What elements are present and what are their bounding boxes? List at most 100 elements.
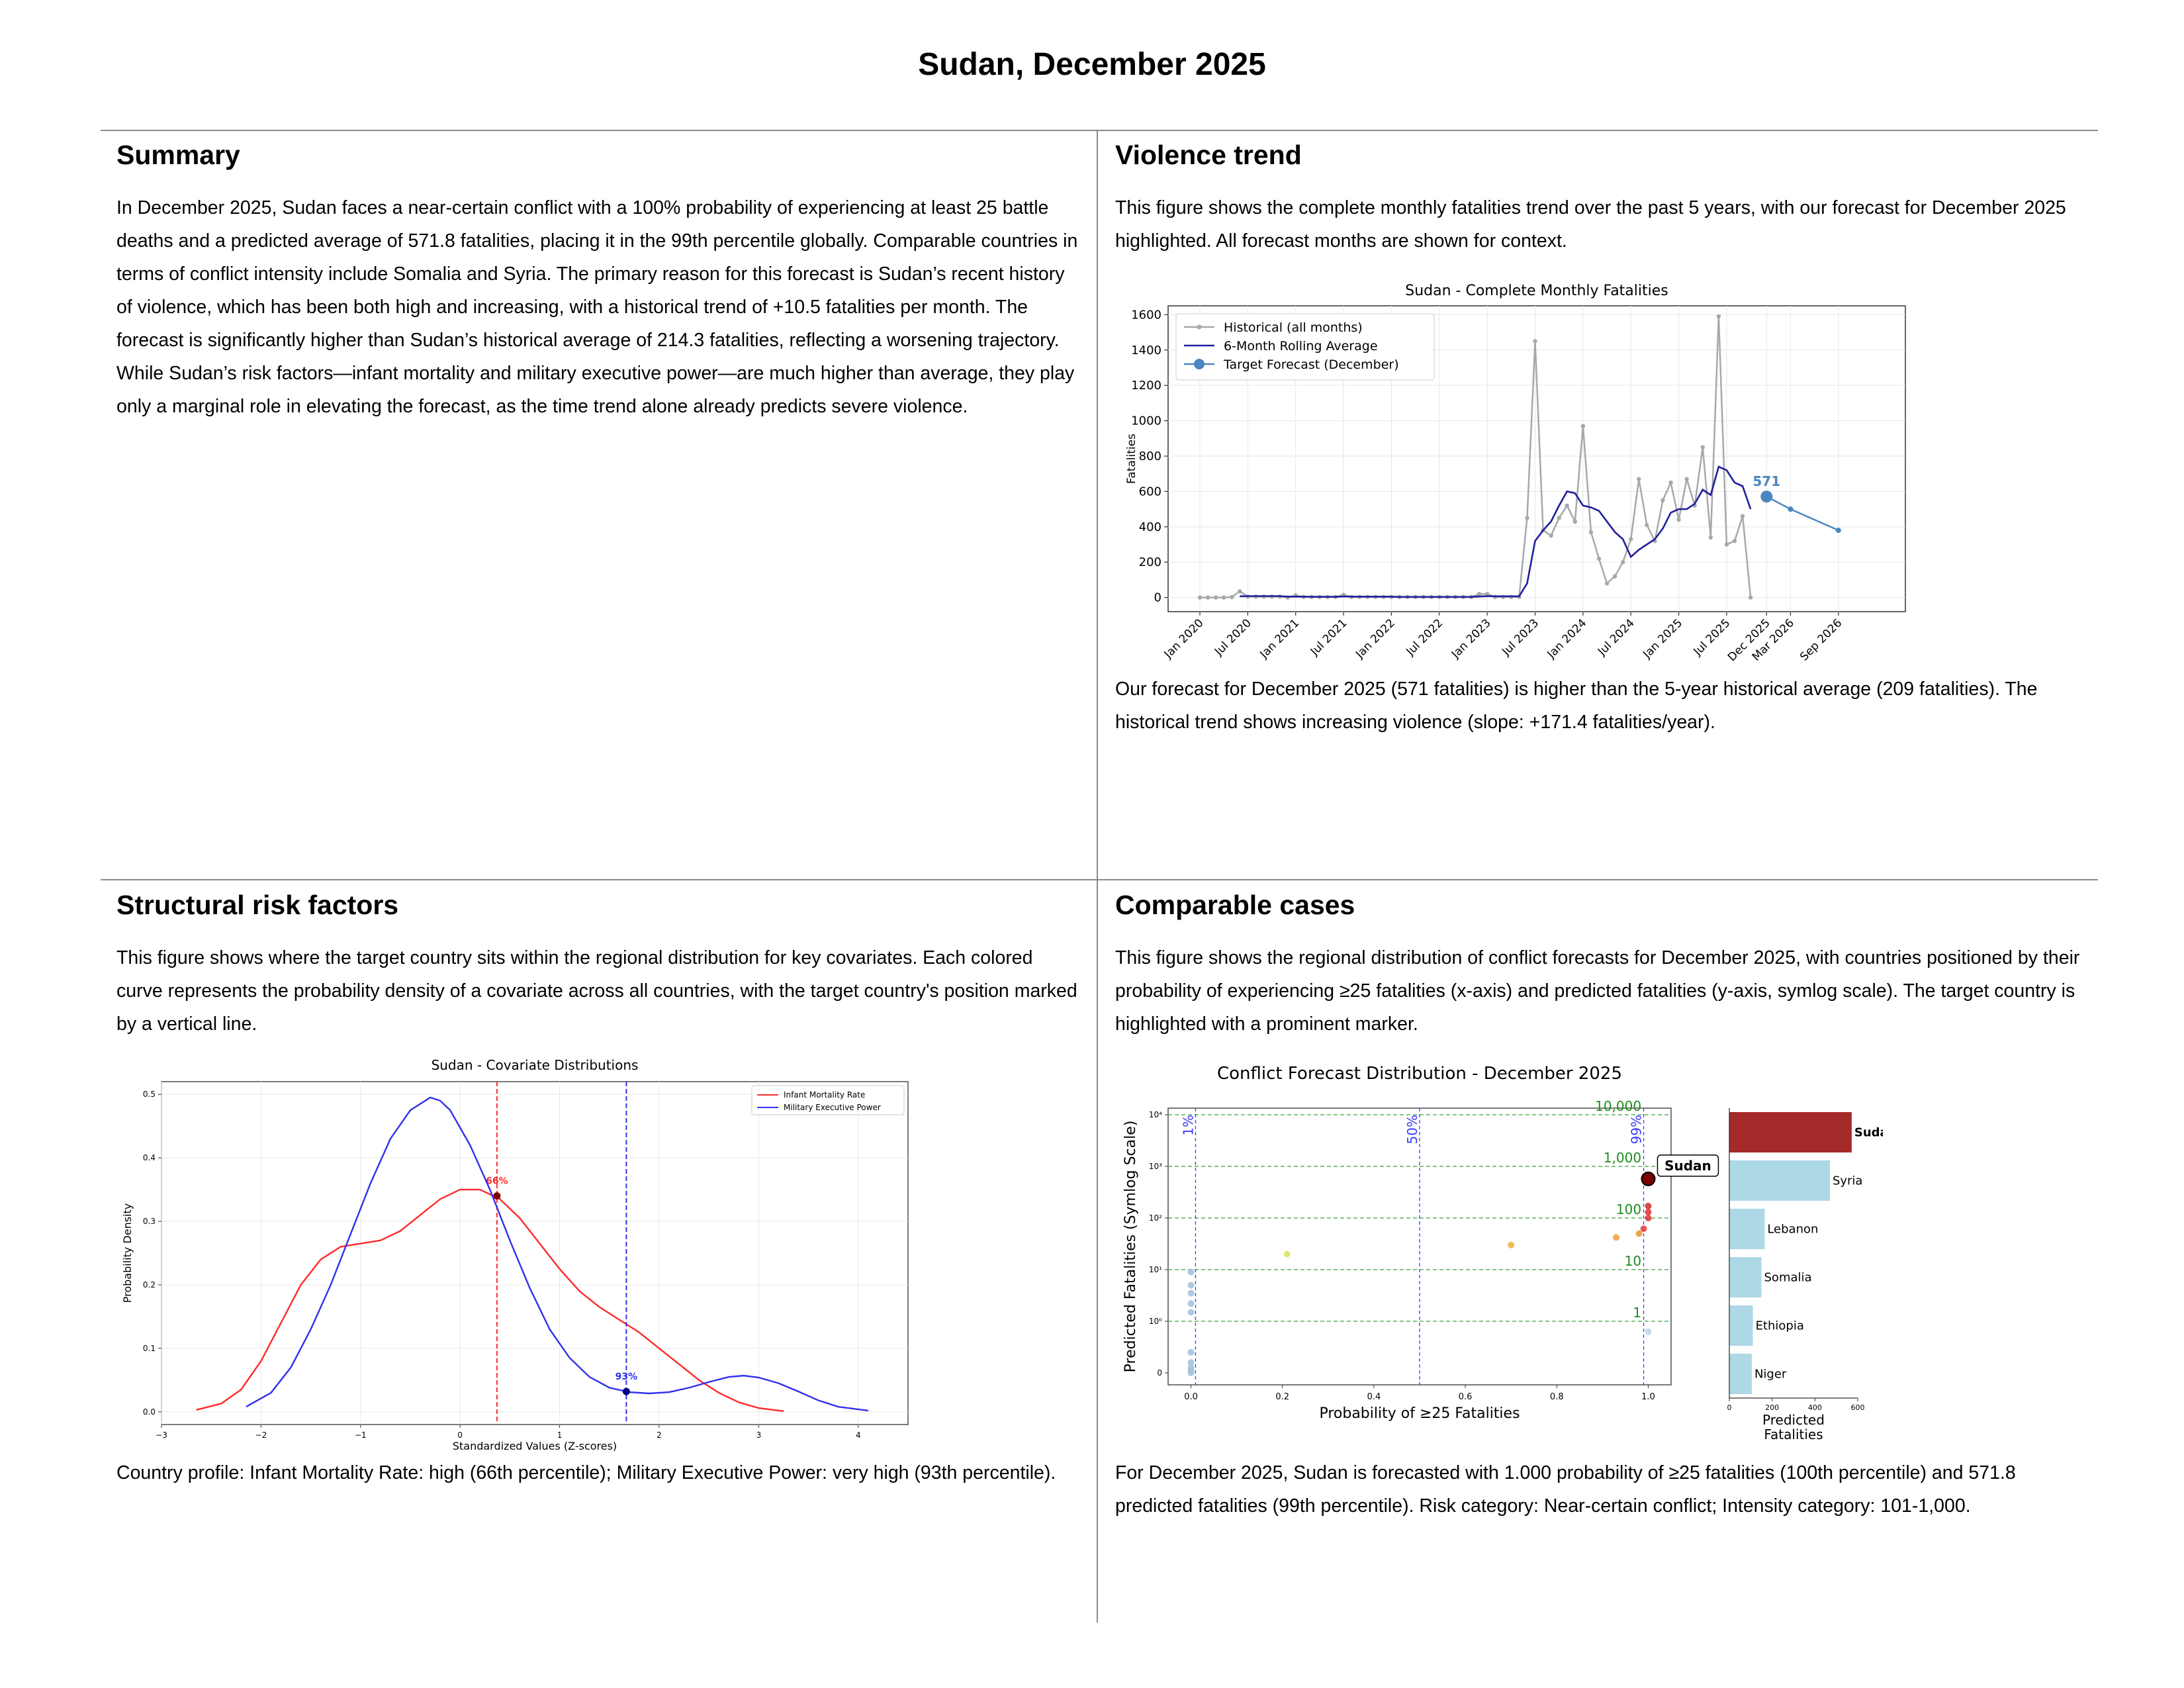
comparable-chart: Conflict Forecast Distribution - Decembe… <box>1122 1064 1883 1442</box>
summary-heading: Summary <box>116 140 240 170</box>
bar-lebanon <box>1729 1209 1765 1249</box>
legend-historical-marker <box>1197 324 1202 330</box>
historical-point <box>1221 595 1226 600</box>
kde-legend-label: Military Executive Power <box>784 1103 881 1112</box>
historical-point <box>1661 498 1665 502</box>
trend-ytick-label: 1600 <box>1131 308 1161 322</box>
risk-panel: Structural risk factors This figure show… <box>116 889 1083 1041</box>
historical-point <box>1213 595 1218 600</box>
historical-point <box>1748 595 1753 600</box>
kde-curve-1 <box>246 1096 868 1412</box>
scatter-point <box>1187 1359 1195 1366</box>
trend-xtick-label: Jul 2020 <box>1212 616 1254 659</box>
trend-ytick-label: 600 <box>1139 485 1161 498</box>
trend-xtick-label: Jan 2024 <box>1545 616 1590 661</box>
bar-label: Syria <box>1833 1174 1863 1188</box>
historical-point <box>1596 556 1602 561</box>
kde-ytick-label: 0.0 <box>143 1407 156 1417</box>
bar-ethiopia <box>1729 1305 1753 1346</box>
legend-forecast-marker <box>1194 359 1205 369</box>
historical-point <box>1477 592 1482 596</box>
scatter-xtick-label: 1.0 <box>1641 1392 1655 1402</box>
divider-middle <box>101 879 2098 880</box>
scatter-point <box>1635 1230 1643 1237</box>
trend-intro: This figure shows the complete monthly f… <box>1115 197 2066 252</box>
trend-legend-label: Target Forecast (December) <box>1223 357 1399 372</box>
scatter-point <box>1187 1289 1195 1297</box>
bar-niger <box>1729 1354 1752 1394</box>
forecast-line <box>1766 496 1839 532</box>
kde-ytick-label: 0.1 <box>143 1344 156 1353</box>
scatter-xtick-label: 0.6 <box>1459 1392 1473 1402</box>
historical-point <box>1205 595 1210 600</box>
historical-point <box>1629 537 1633 541</box>
kde-xtick-label: 2 <box>657 1430 662 1440</box>
trend-xtick-label: Sep 2026 <box>1797 616 1844 663</box>
scatter-ylabel: Predicted Fatalities (Symlog Scale) <box>1122 1121 1139 1373</box>
scatter-ytick-label: 10⁴ <box>1149 1110 1162 1119</box>
historical-point <box>1572 519 1578 524</box>
kde-ytick-label: 0.4 <box>143 1153 156 1162</box>
comparable-caption: For December 2025, Sudan is forecasted w… <box>1115 1462 2016 1517</box>
scatter-point <box>1187 1348 1195 1356</box>
kde-xtick-label: 4 <box>856 1430 861 1440</box>
historical-point <box>1549 533 1553 538</box>
trend-plot-frame <box>1167 305 1906 612</box>
bar-xtick-label: 0 <box>1727 1403 1732 1412</box>
kde-xtick-label: 1 <box>557 1430 563 1440</box>
bar-somalia <box>1729 1257 1762 1297</box>
bar-xlabel-line2: Fatalities <box>1764 1427 1823 1442</box>
sudan-highlight-point <box>1641 1171 1656 1186</box>
risk-intro: This figure shows where the target count… <box>116 947 1077 1035</box>
forecast-point <box>1760 491 1773 503</box>
scatter-xtick-label: 0.4 <box>1367 1392 1381 1402</box>
scatter-threshold-label: 10,000 <box>1595 1098 1641 1114</box>
historical-point <box>1700 445 1705 449</box>
scatter-xtick-label: 0.8 <box>1550 1392 1564 1402</box>
trend-chart-title: Sudan - Complete Monthly Fatalities <box>1405 283 1668 299</box>
kde-chart-title: Sudan - Covariate Distributions <box>432 1057 639 1073</box>
bar-sudan <box>1729 1112 1852 1152</box>
comparable-panel: Comparable cases This figure shows the r… <box>1115 889 2081 1041</box>
historical-point <box>1580 424 1586 428</box>
bar-xlabel-line1: Predicted <box>1762 1412 1825 1428</box>
kde-plot-frame <box>161 1081 909 1425</box>
trend-ytick-label: 400 <box>1139 520 1161 534</box>
kde-percentile-label: 93% <box>615 1372 638 1382</box>
scatter-ytick-label: 10¹ <box>1149 1265 1162 1274</box>
bar-label: Ethiopia <box>1756 1319 1804 1333</box>
historical-point <box>1740 514 1745 518</box>
scatter-point <box>1187 1370 1195 1376</box>
trend-ytick-label: 1400 <box>1131 344 1161 357</box>
covariate-chart: Sudan - Covariate Distributions −3 −2 −1 0 1 2… <box>121 1057 909 1452</box>
historical-point <box>1230 594 1234 600</box>
bar-xtick-label: 600 <box>1851 1403 1865 1412</box>
scatter-point <box>1187 1268 1195 1276</box>
trend-xtick-label: Jul 2021 <box>1308 616 1350 659</box>
kde-percentile-label: 66% <box>486 1176 508 1187</box>
scatter-xtick-label: 0.0 <box>1184 1392 1198 1402</box>
kde-ytick-label: 0.2 <box>143 1280 156 1289</box>
trend-caption: Our forecast for December 2025 (571 fata… <box>1115 679 2038 733</box>
kde-legend <box>751 1085 905 1115</box>
forecast-value-label: 571 <box>1752 473 1780 489</box>
kde-xtick-label: −3 <box>156 1430 167 1440</box>
scatter-threshold-label: 10 <box>1625 1253 1641 1269</box>
sudan-label-box <box>1657 1154 1719 1177</box>
kde-ytick-label: 0.3 <box>143 1217 156 1226</box>
trend-legend-label: Historical (all months) <box>1224 320 1363 335</box>
scatter-percentile-label: 99% <box>1629 1115 1645 1144</box>
historical-point <box>1525 516 1529 520</box>
scatter-chart-title: Conflict Forecast Distribution - Decembe… <box>1217 1064 1622 1084</box>
trend-xtick-label: Jan 2022 <box>1353 616 1398 661</box>
kde-country-point <box>493 1192 501 1200</box>
historical-point <box>1533 339 1537 344</box>
historical-point <box>1557 516 1561 520</box>
sudan-highlight-label: Sudan <box>1664 1158 1711 1174</box>
scatter-point <box>1645 1209 1652 1216</box>
scatter-point <box>1645 1215 1652 1221</box>
page-title: Sudan, December 2025 <box>918 47 1266 82</box>
scatter-threshold-label: 1,000 <box>1604 1150 1641 1166</box>
kde-xtick-label: −2 <box>255 1430 267 1440</box>
trend-xtick-label: Jul 2023 <box>1499 616 1541 659</box>
